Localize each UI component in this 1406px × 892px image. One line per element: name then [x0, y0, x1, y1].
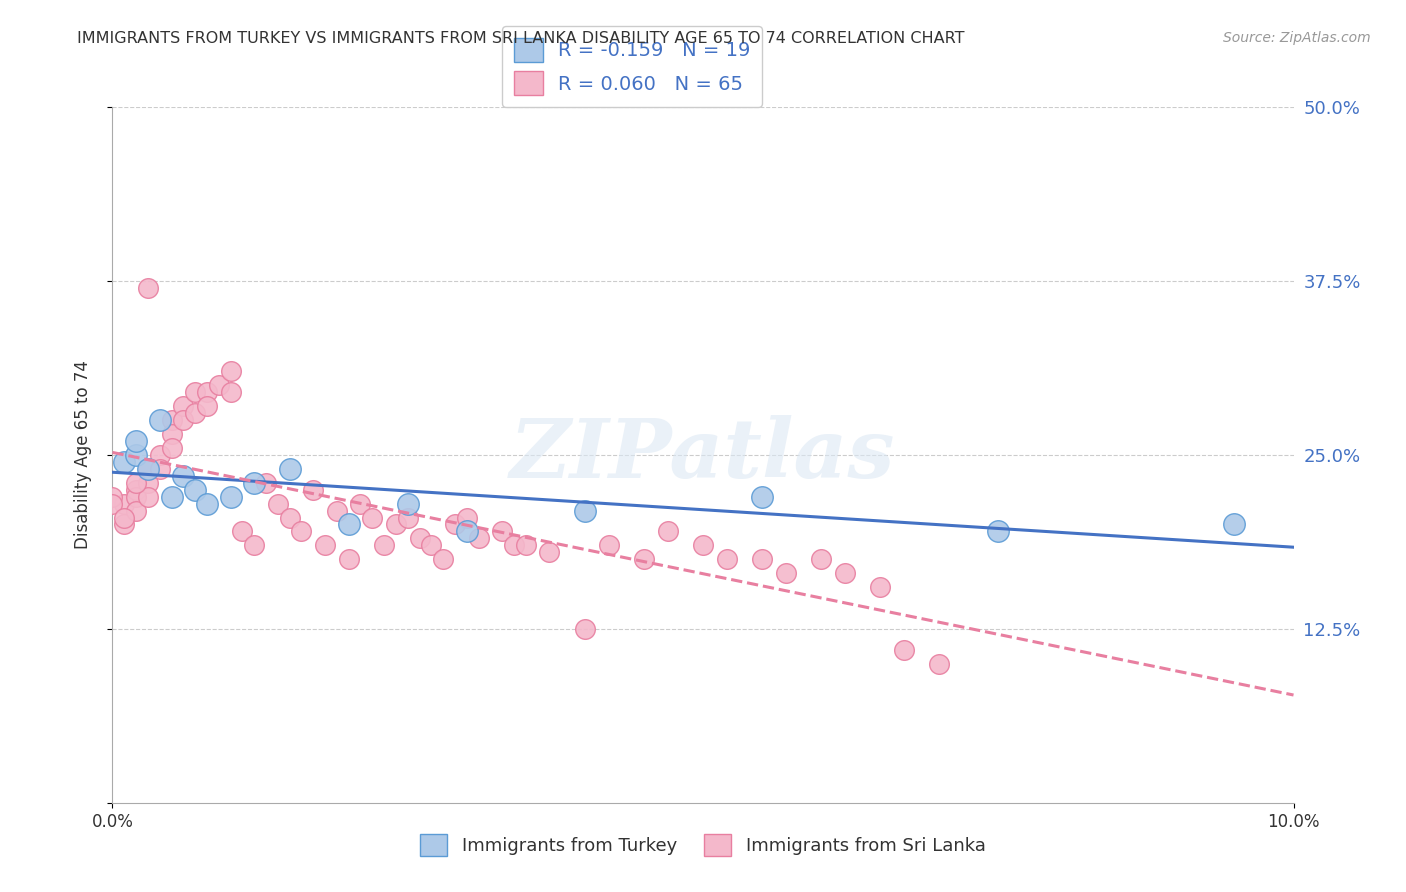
Point	[538, 545, 561, 559]
Point	[160, 413, 183, 427]
Point	[125, 475, 148, 490]
Point	[149, 413, 172, 427]
Point	[231, 524, 253, 539]
Point	[326, 503, 349, 517]
Point	[278, 462, 301, 476]
Point	[112, 517, 135, 532]
Point	[149, 448, 172, 462]
Point	[810, 552, 832, 566]
Point	[172, 399, 194, 413]
Point	[208, 378, 231, 392]
Point	[692, 538, 714, 552]
Point	[112, 497, 135, 511]
Point	[657, 524, 679, 539]
Point	[172, 413, 194, 427]
Point	[195, 399, 218, 413]
Point	[136, 462, 159, 476]
Point	[869, 580, 891, 594]
Point	[574, 622, 596, 636]
Point	[195, 497, 218, 511]
Point	[290, 524, 312, 539]
Legend: Immigrants from Turkey, Immigrants from Sri Lanka: Immigrants from Turkey, Immigrants from …	[413, 827, 993, 863]
Point	[125, 503, 148, 517]
Point	[775, 566, 797, 581]
Point	[456, 524, 478, 539]
Point	[361, 510, 384, 524]
Point	[456, 510, 478, 524]
Point	[184, 483, 207, 497]
Point	[467, 532, 489, 546]
Point	[503, 538, 526, 552]
Point	[101, 490, 124, 504]
Point	[254, 475, 277, 490]
Point	[987, 524, 1010, 539]
Point	[219, 490, 242, 504]
Point	[337, 517, 360, 532]
Point	[184, 385, 207, 400]
Point	[136, 281, 159, 295]
Point	[515, 538, 537, 552]
Point	[149, 462, 172, 476]
Point	[408, 532, 430, 546]
Point	[125, 490, 148, 504]
Point	[125, 448, 148, 462]
Point	[243, 538, 266, 552]
Text: ZIPatlas: ZIPatlas	[510, 415, 896, 495]
Point	[633, 552, 655, 566]
Point	[349, 497, 371, 511]
Point	[267, 497, 290, 511]
Y-axis label: Disability Age 65 to 74: Disability Age 65 to 74	[73, 360, 91, 549]
Point	[160, 490, 183, 504]
Text: IMMIGRANTS FROM TURKEY VS IMMIGRANTS FROM SRI LANKA DISABILITY AGE 65 TO 74 CORR: IMMIGRANTS FROM TURKEY VS IMMIGRANTS FRO…	[77, 31, 965, 46]
Point	[396, 497, 419, 511]
Point	[751, 490, 773, 504]
Point	[893, 642, 915, 657]
Point	[716, 552, 738, 566]
Point	[834, 566, 856, 581]
Point	[184, 406, 207, 420]
Point	[112, 510, 135, 524]
Point	[444, 517, 467, 532]
Point	[1223, 517, 1246, 532]
Point	[751, 552, 773, 566]
Text: Source: ZipAtlas.com: Source: ZipAtlas.com	[1223, 31, 1371, 45]
Point	[160, 427, 183, 442]
Point	[396, 510, 419, 524]
Point	[112, 455, 135, 469]
Point	[598, 538, 620, 552]
Point	[195, 385, 218, 400]
Point	[219, 364, 242, 378]
Point	[125, 483, 148, 497]
Point	[314, 538, 336, 552]
Point	[928, 657, 950, 671]
Point	[136, 462, 159, 476]
Point	[491, 524, 513, 539]
Point	[337, 552, 360, 566]
Point	[373, 538, 395, 552]
Point	[160, 441, 183, 455]
Point	[432, 552, 454, 566]
Point	[302, 483, 325, 497]
Point	[101, 497, 124, 511]
Point	[172, 468, 194, 483]
Point	[136, 475, 159, 490]
Point	[385, 517, 408, 532]
Point	[219, 385, 242, 400]
Point	[278, 510, 301, 524]
Point	[136, 490, 159, 504]
Point	[125, 434, 148, 448]
Point	[574, 503, 596, 517]
Point	[420, 538, 443, 552]
Point	[243, 475, 266, 490]
